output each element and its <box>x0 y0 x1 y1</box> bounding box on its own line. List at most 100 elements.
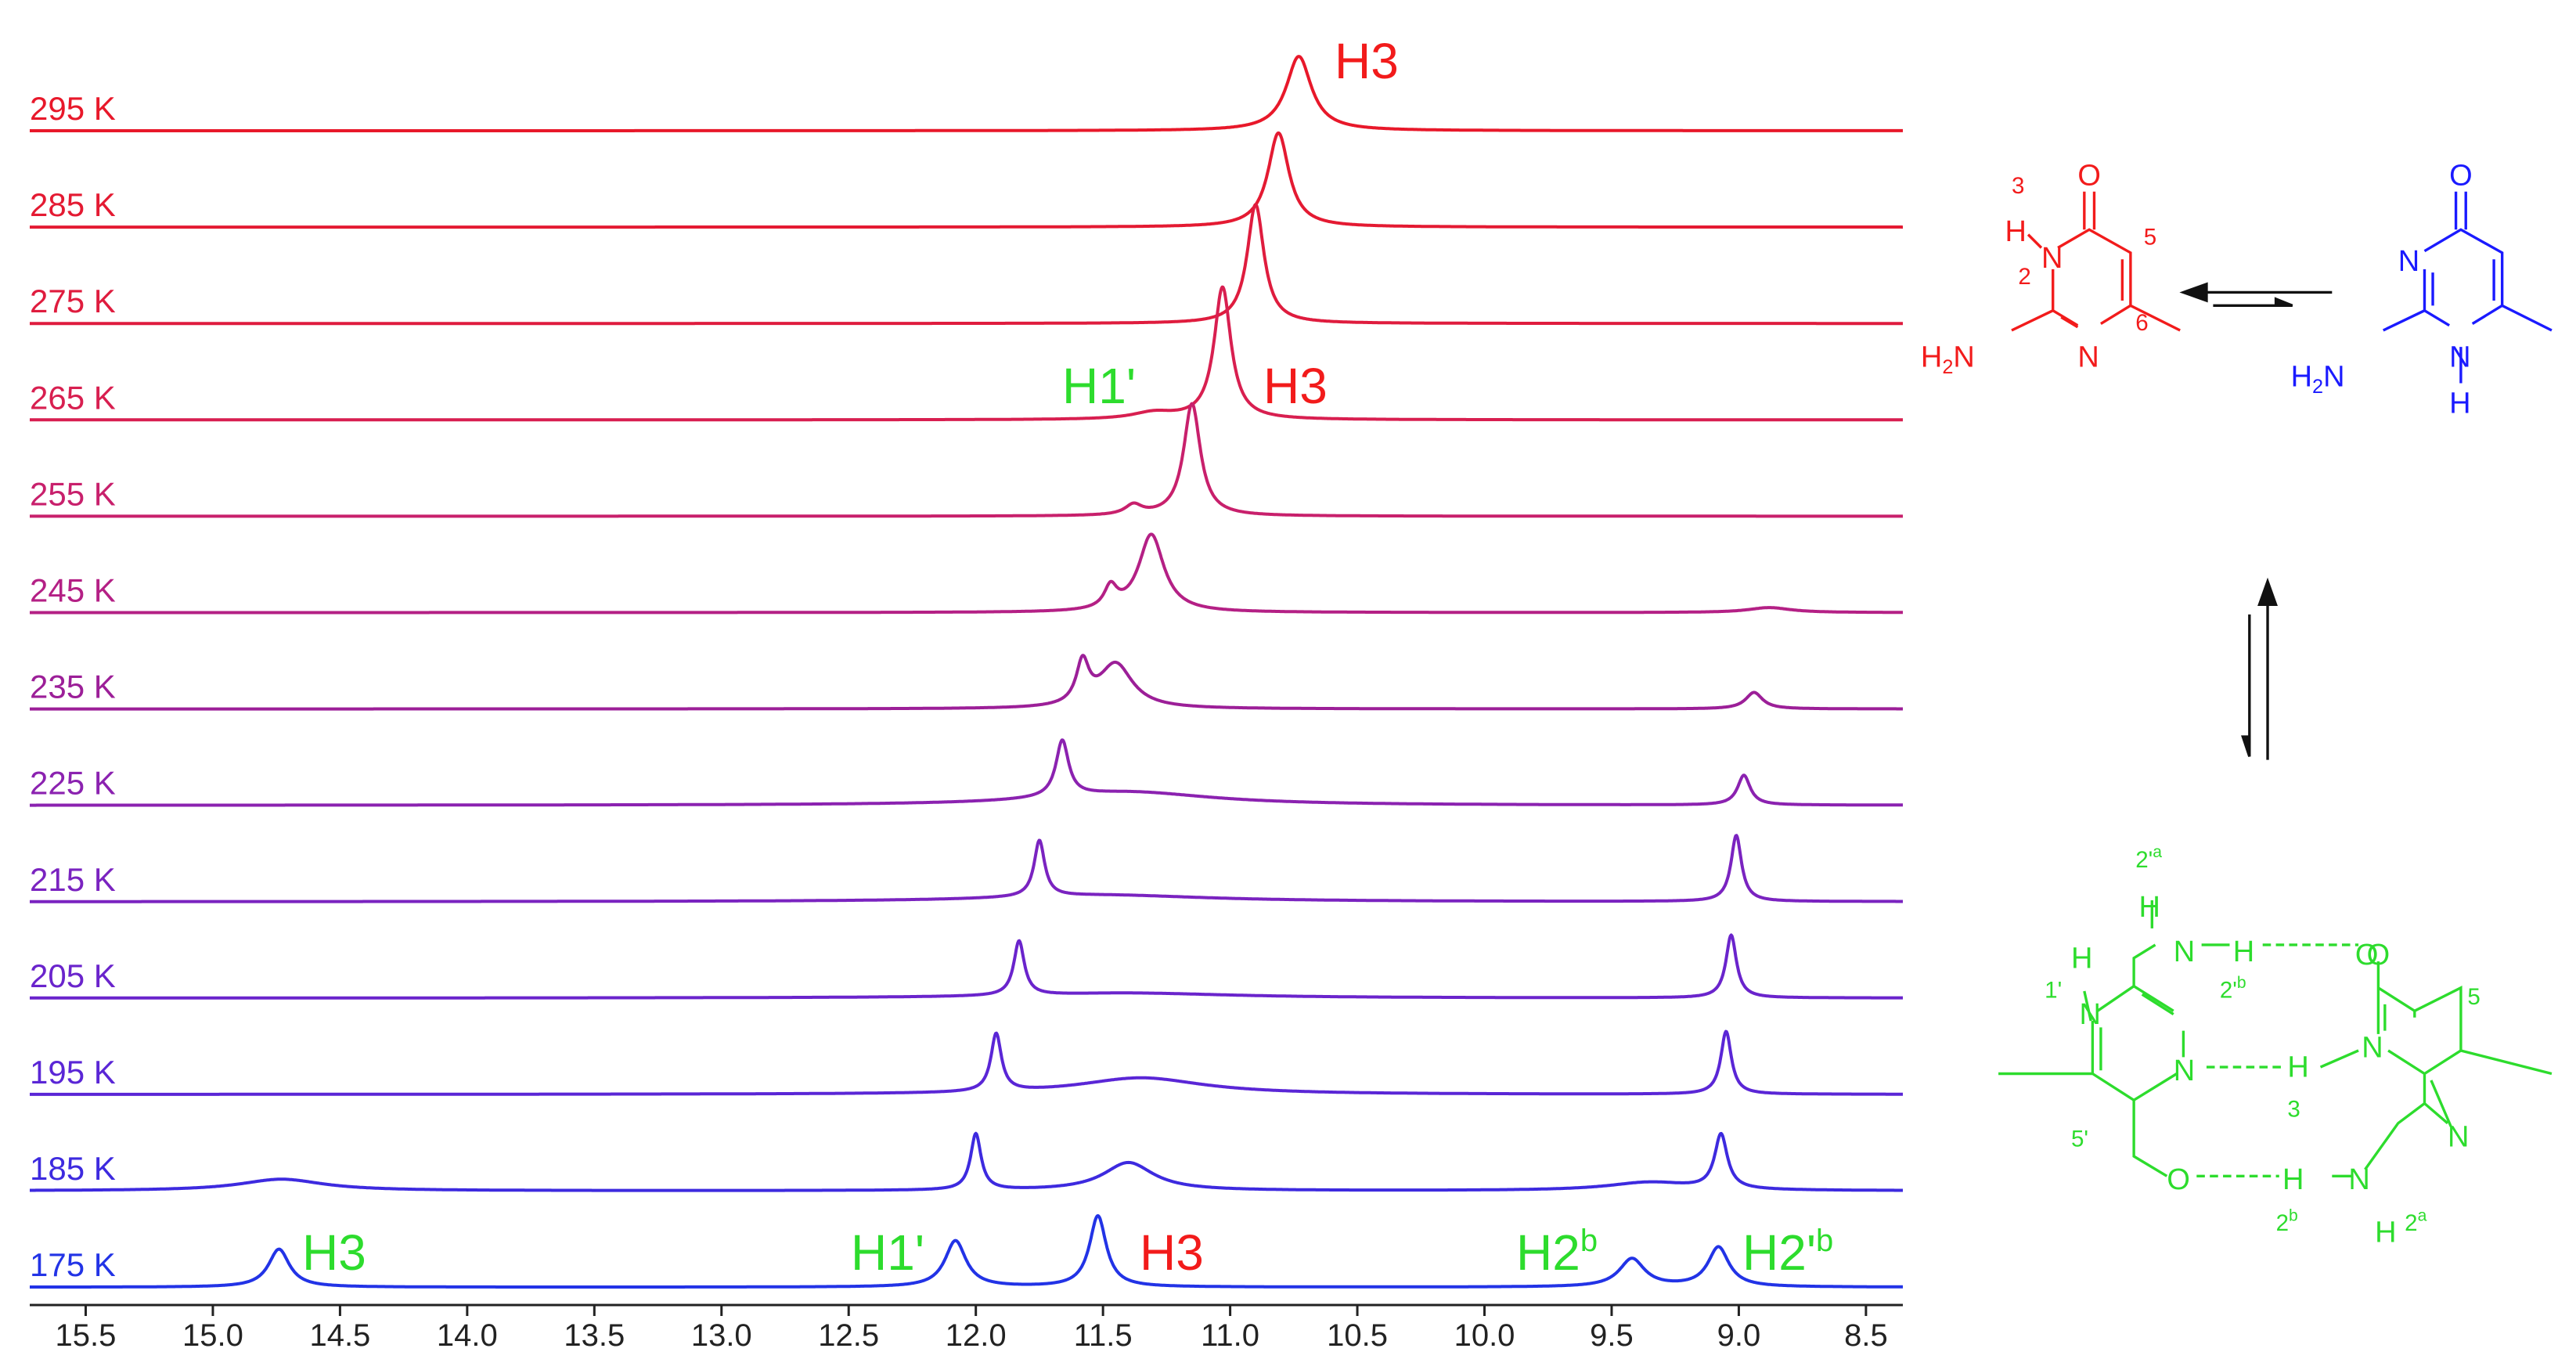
bonds <box>2319 961 2553 1178</box>
green-structure: 2'a H N H O 2'b 1' H N N H 3 N O 5 N O H… <box>1998 843 2553 1249</box>
atom-number: 3 <box>2287 1096 2300 1122</box>
spectrum-line <box>29 1213 1904 1289</box>
annotation: H3 <box>302 1224 366 1281</box>
annotation: H2b <box>1516 1224 1598 1281</box>
atom-sub: 2 <box>1942 356 1953 378</box>
series-label: 275 K <box>30 283 116 319</box>
x-tick-label: 13.5 <box>564 1318 625 1353</box>
x-tick-label: 9.5 <box>1590 1318 1634 1353</box>
annotations: H3 H1' H3 H3 H1' H3 H2b H2'b <box>302 33 1833 1281</box>
atom-number: 2' <box>2220 977 2237 1003</box>
structures: O 3 H N 5 2 H2N N 6 O N H2N N H <box>1921 159 2553 1249</box>
atom: H2N <box>2291 361 2345 398</box>
spectrum-line <box>29 402 1904 518</box>
atom: N <box>2449 341 2470 373</box>
atom-number: 2 <box>2405 1210 2417 1236</box>
atom: O <box>2355 939 2379 972</box>
atom: O <box>2367 939 2390 972</box>
annotation: H1' <box>1062 358 1136 414</box>
x-tick-label: 13.0 <box>691 1318 752 1353</box>
spectrum-line <box>29 532 1904 615</box>
spectrum-line <box>29 933 1904 1000</box>
x-tick-label: 12.5 <box>818 1318 879 1353</box>
atom-sub: 2 <box>2312 376 2323 398</box>
atom: N <box>2174 936 2195 968</box>
atom: H <box>2005 215 2027 248</box>
x-tick-label: 11.5 <box>1074 1318 1133 1353</box>
bonds <box>2011 191 2181 332</box>
red-structure: O 3 H N 5 2 H2N N 6 <box>1921 159 2181 378</box>
atom-label: 2a <box>2405 1206 2426 1236</box>
atom: H <box>2291 361 2312 394</box>
spectrum-line <box>29 654 1904 711</box>
annotation: H3 <box>1335 33 1399 89</box>
annotation-text: H2 <box>1516 1224 1580 1281</box>
spectrum-line <box>29 1029 1904 1096</box>
x-tick-label: 14.0 <box>437 1318 498 1353</box>
spectrum-line <box>29 131 1904 229</box>
series-label: 255 K <box>30 475 116 512</box>
x-tick-label: 14.5 <box>309 1318 370 1353</box>
series-label: 195 K <box>30 1054 116 1091</box>
atom-sup: a <box>2153 843 2162 861</box>
x-tick-label: 11.0 <box>1201 1318 1259 1353</box>
series-label: 205 K <box>30 957 116 994</box>
series-label: 295 K <box>30 90 116 127</box>
atom: H <box>2282 1163 2304 1196</box>
x-tick-label: 10.0 <box>1454 1318 1515 1353</box>
atom: N <box>2174 1055 2195 1087</box>
atom: H <box>1921 341 1942 373</box>
spectrum-line <box>29 834 1904 903</box>
atom-number: 2' <box>2135 847 2153 873</box>
annotation: H1' <box>851 1224 924 1281</box>
atom-number: 2 <box>2018 264 2030 290</box>
annotation: H3 <box>1263 358 1328 414</box>
series-label: 265 K <box>30 379 116 416</box>
atom: N <box>2398 245 2419 278</box>
bonds <box>1998 900 2230 1177</box>
atom-number: 5 <box>2144 224 2156 250</box>
atom-number: 1' <box>2045 977 2062 1003</box>
atom-sup: b <box>2289 1206 2298 1224</box>
blue-structure: O N H2N N H <box>2291 159 2553 420</box>
x-tick-label: 8.5 <box>1844 1318 1888 1353</box>
spectrum-line <box>29 55 1904 132</box>
atom: H <box>2138 891 2160 924</box>
atom: O <box>2167 1163 2190 1196</box>
annotation-sup: b <box>1580 1224 1598 1258</box>
atom-number: 3 <box>2012 173 2024 199</box>
x-tick-label: 10.5 <box>1327 1318 1388 1353</box>
series-label: 225 K <box>30 765 116 802</box>
atom: N <box>2323 361 2344 394</box>
atom-sup: a <box>2418 1206 2427 1224</box>
spectrum-line <box>29 1131 1904 1192</box>
atom: H <box>2287 1051 2308 1084</box>
atom: N <box>2041 242 2063 275</box>
atom: N <box>2348 1163 2369 1196</box>
x-tick-label: 15.0 <box>182 1318 243 1353</box>
series-label: 185 K <box>30 1150 116 1187</box>
atom: H <box>2375 1217 2396 1249</box>
annotation-sup: b <box>1816 1224 1833 1258</box>
atom: N <box>2079 998 2100 1031</box>
atom: O <box>2077 159 2101 192</box>
atom: N <box>2362 1031 2383 1064</box>
series-label: 285 K <box>30 186 116 223</box>
atom-label: 2b <box>2276 1206 2298 1236</box>
series-label: 245 K <box>30 572 116 609</box>
x-tick-label: 15.5 <box>56 1318 117 1353</box>
bonds <box>2083 990 2185 1058</box>
atom-number: 6 <box>2135 310 2148 336</box>
h-bonds <box>2196 943 2359 1178</box>
series-label: 175 K <box>30 1246 116 1283</box>
equilibrium-arrows <box>2179 282 2333 760</box>
x-tick-label: 9.0 <box>1717 1318 1761 1353</box>
atom-number: 5' <box>2071 1126 2088 1152</box>
series-label: 235 K <box>30 669 116 705</box>
series-label: 215 K <box>30 861 116 898</box>
spectrum-line <box>29 285 1904 422</box>
atom-label: 2'b <box>2220 974 2246 1004</box>
spectrum-line <box>29 738 1904 807</box>
